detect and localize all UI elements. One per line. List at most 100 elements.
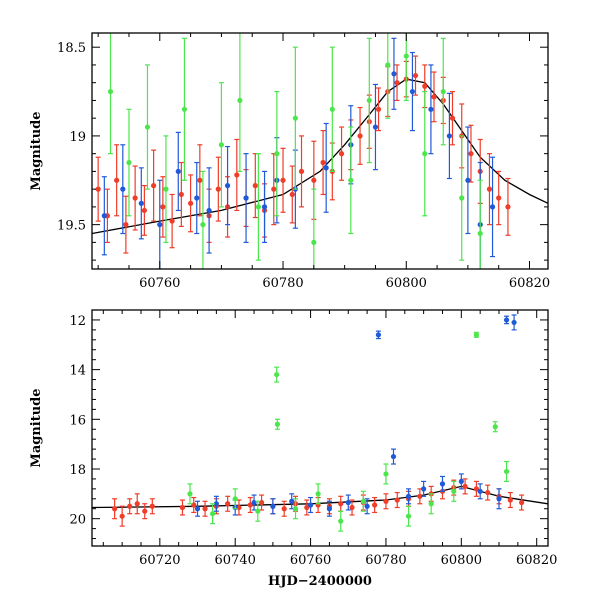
top-blue-point [157, 222, 163, 228]
bottom-green-point [274, 421, 281, 427]
top-red-point [160, 204, 166, 210]
top-xtick-label: 60800 [386, 276, 427, 291]
bottom-green-point [255, 508, 261, 514]
bottom-blue-point [458, 478, 464, 485]
top-red-point [151, 183, 157, 189]
bottom-red-point [134, 501, 140, 507]
bottom-red-point [119, 513, 125, 519]
top-blue-point [409, 88, 416, 95]
top-green-point [329, 106, 335, 112]
bottom-green-point [383, 471, 389, 477]
bottom-green-point [451, 488, 457, 494]
bottom-blue-point [270, 503, 276, 509]
bottom-red-point [225, 501, 231, 507]
top-blue-point [465, 177, 471, 183]
bottom-blue-point [511, 319, 517, 326]
bottom-green-point [209, 511, 216, 517]
bottom-red-point [127, 503, 133, 509]
top-red-point [95, 186, 101, 192]
top-green-point [459, 195, 465, 201]
top-panel: 60760 60780 60800 60820 18.5 19 19.5 Magnitude [29, 32, 550, 291]
bottom-green-point [473, 332, 479, 338]
bottom-red-point [394, 497, 400, 503]
top-ytick-label: 19.5 [57, 219, 86, 234]
top-green-point [163, 186, 169, 192]
top-red-point [298, 168, 305, 175]
bottom-green-point [492, 424, 498, 430]
top-red-point [394, 80, 400, 86]
bottom-green-point [405, 513, 412, 519]
top-red-point [289, 191, 295, 198]
bottom-red-point [112, 506, 118, 512]
top-green-point [218, 142, 225, 148]
top-red-point [114, 177, 120, 183]
top-blue-point [206, 207, 212, 214]
top-blue-point [194, 195, 200, 201]
top-red-point [280, 177, 286, 183]
top-red-point [338, 151, 345, 157]
top-green-point [311, 239, 317, 245]
top-blue-point [428, 106, 434, 112]
top-blue-point [446, 133, 453, 139]
top-model-curve [92, 78, 548, 235]
top-red-point [320, 159, 326, 166]
bottom-red-point [485, 489, 491, 496]
bottom-red-point [473, 486, 479, 492]
top-red-point [271, 186, 277, 192]
top-blue-point [372, 124, 379, 130]
bottom-green-point [338, 518, 344, 524]
bottom-panel: 60720 60740 60760 60780 60800 60820 12 14 16 18 20… [29, 309, 557, 589]
bottom-red-point [304, 504, 310, 511]
bottom-red-point [417, 493, 423, 499]
bottom-xtick-label: 60800 [441, 553, 482, 568]
bottom-red-point [149, 503, 155, 509]
top-green-point [255, 204, 261, 210]
bottom-green-point [274, 371, 280, 378]
top-red-point [375, 106, 382, 112]
top-red-point [141, 207, 147, 214]
bottom-axes-frame [91, 309, 549, 547]
bottom-blue-point [364, 503, 370, 509]
bottom-red-point [372, 502, 378, 508]
top-green-point [440, 88, 446, 95]
top-green-point [237, 97, 243, 104]
top-red-point [412, 72, 419, 79]
top-red-point [505, 204, 511, 210]
top-ytick-label: 19 [69, 130, 86, 145]
bottom-red-point [247, 502, 253, 508]
top-blue-point [489, 204, 496, 210]
bottom-green-point [428, 501, 434, 507]
bottom-ytick-label: 20 [69, 513, 86, 528]
bottom-red-point [349, 504, 355, 511]
top-red-point [468, 151, 474, 157]
top-red-point [449, 115, 456, 121]
top-green-point [292, 115, 298, 121]
bottom-red-point [142, 508, 148, 514]
bottom-blue-point [496, 496, 502, 502]
top-xtick-label: 60780 [262, 276, 303, 291]
top-blue-point [101, 213, 107, 219]
top-green-point [422, 151, 428, 157]
top-blue-point [323, 165, 329, 171]
top-red-point [215, 186, 221, 192]
top-ytick-label: 18.5 [57, 41, 86, 56]
top-red-point [311, 177, 317, 183]
top-blue-point [243, 195, 249, 201]
bottom-xtick-label: 60820 [516, 553, 557, 568]
bottom-blue-point [477, 488, 483, 494]
top-blue-point [391, 71, 397, 77]
bottom-red-point [179, 504, 186, 511]
top-blue-point [224, 183, 231, 189]
bottom-ytick-label: 18 [69, 463, 86, 478]
bottom-plot-area [92, 314, 548, 532]
bottom-green-point [315, 491, 321, 497]
bottom-red-point [202, 506, 208, 512]
bottom-x-axis-title: HJD−2400000 [268, 574, 372, 589]
top-red-point [187, 200, 194, 206]
bottom-blue-point [194, 506, 201, 512]
top-blue-point [261, 204, 268, 210]
top-green-point [144, 124, 151, 130]
bottom-blue-point [390, 453, 397, 460]
bottom-green-point [292, 506, 299, 512]
